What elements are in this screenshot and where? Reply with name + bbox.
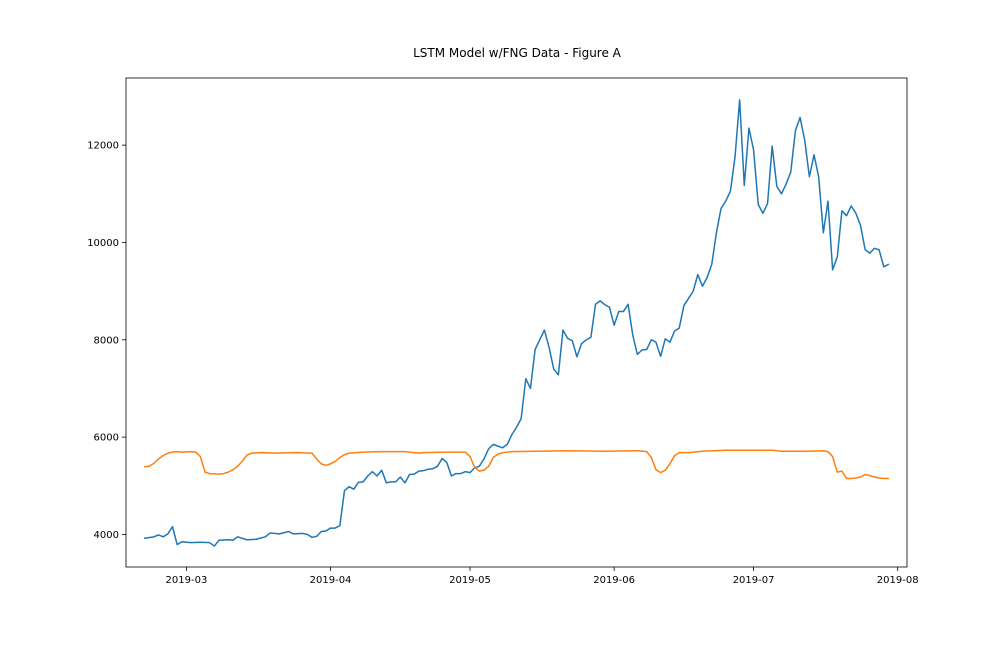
series-line-1 — [143, 99, 890, 547]
y-tick-label: 8000 — [94, 335, 119, 346]
chart-title: LSTM Model w/FNG Data - Figure A — [413, 46, 622, 60]
x-tick-label: 2019-03 — [166, 575, 208, 586]
y-tick-label: 12000 — [87, 141, 119, 152]
y-tick-label: 4000 — [94, 530, 119, 541]
x-axis: 2019-03 2019-04 2019-05 2019-06 2019-07 2019-… — [166, 567, 919, 586]
x-tick-label: 2019-07 — [733, 575, 775, 586]
y-tick-label: 6000 — [94, 433, 119, 444]
series-line-2 — [143, 449, 890, 480]
x-tick-label: 2019-05 — [449, 575, 491, 586]
y-axis: 4000 6000 8000 10000 12000 — [87, 141, 126, 541]
x-tick-label: 2019-04 — [310, 575, 352, 586]
x-tick-label: 2019-08 — [877, 575, 919, 586]
y-tick-label: 10000 — [87, 238, 119, 249]
x-tick-label: 2019-06 — [593, 575, 635, 586]
axes-frame — [125, 77, 908, 568]
series-layer — [143, 99, 890, 547]
plot-area — [125, 77, 908, 568]
